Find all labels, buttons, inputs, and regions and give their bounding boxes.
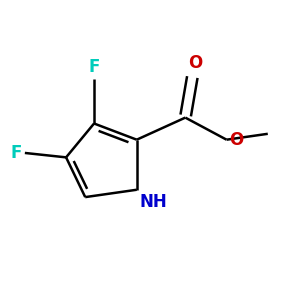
Text: F: F bbox=[11, 144, 22, 162]
Text: F: F bbox=[88, 58, 100, 76]
Text: O: O bbox=[188, 54, 203, 72]
Text: O: O bbox=[230, 131, 244, 149]
Text: NH: NH bbox=[140, 193, 167, 211]
